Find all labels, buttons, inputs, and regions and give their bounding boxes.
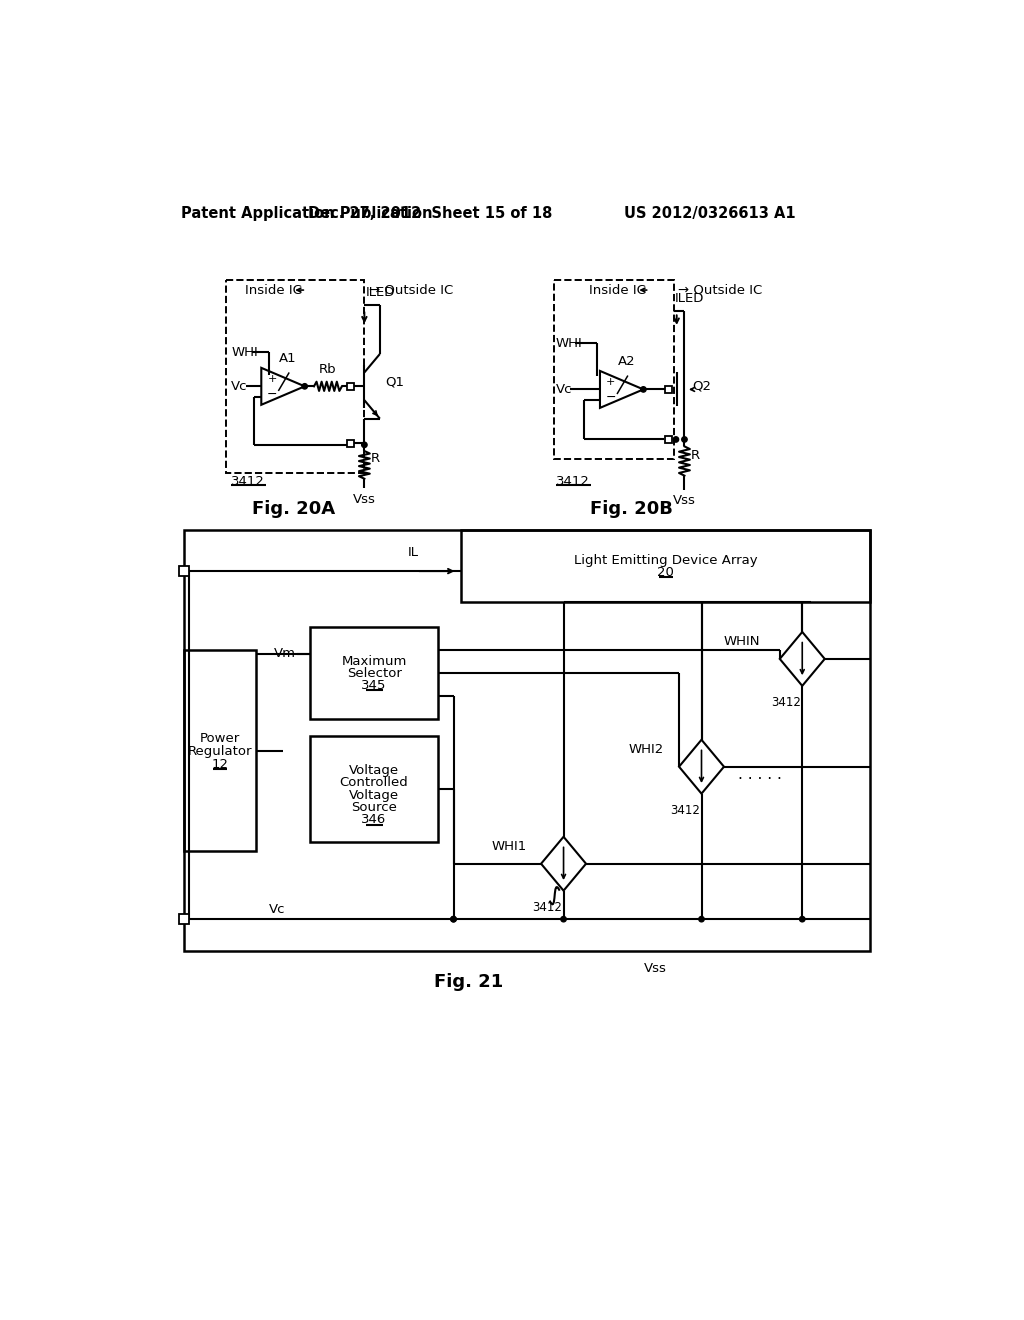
Bar <box>179 566 188 576</box>
Text: US 2012/0326613 A1: US 2012/0326613 A1 <box>624 206 796 222</box>
Text: 346: 346 <box>361 813 387 826</box>
Text: . . . . .: . . . . . <box>737 767 781 781</box>
Circle shape <box>800 916 805 921</box>
Text: A1: A1 <box>279 351 297 364</box>
Text: 3412: 3412 <box>670 804 700 817</box>
Text: Vss: Vss <box>673 494 696 507</box>
Text: 20: 20 <box>657 566 674 579</box>
Text: Inside IC: Inside IC <box>589 284 646 297</box>
Text: Light Emitting Device Array: Light Emitting Device Array <box>574 554 758 566</box>
Bar <box>554 280 675 459</box>
Text: −: − <box>605 391 616 404</box>
Text: Dec. 27, 2012  Sheet 15 of 18: Dec. 27, 2012 Sheet 15 of 18 <box>308 206 552 222</box>
Bar <box>461 529 870 602</box>
Text: IL: IL <box>408 545 419 558</box>
Text: WHI2: WHI2 <box>629 743 665 756</box>
Circle shape <box>302 384 307 389</box>
Text: ILED: ILED <box>675 292 703 305</box>
Text: Fig. 20B: Fig. 20B <box>590 500 673 517</box>
Text: Patent Application Publication: Patent Application Publication <box>180 206 432 222</box>
Bar <box>665 436 672 444</box>
Text: Controlled: Controlled <box>340 776 409 789</box>
Text: Vc: Vc <box>269 903 286 916</box>
Circle shape <box>451 916 457 921</box>
Text: 12: 12 <box>211 758 228 771</box>
Circle shape <box>361 442 367 447</box>
Circle shape <box>561 916 566 921</box>
Text: Voltage: Voltage <box>349 764 399 777</box>
Text: Regulator: Regulator <box>187 744 252 758</box>
Circle shape <box>641 387 646 392</box>
Bar <box>179 915 188 924</box>
Text: +: + <box>267 374 276 384</box>
Text: Vc: Vc <box>231 380 248 393</box>
Circle shape <box>451 916 457 921</box>
Bar <box>183 529 870 952</box>
Circle shape <box>673 437 679 442</box>
Text: 3412: 3412 <box>771 696 801 709</box>
Text: Fig. 21: Fig. 21 <box>434 973 504 991</box>
Text: WHI1: WHI1 <box>492 841 526 853</box>
Bar <box>310 737 438 842</box>
Text: Maximum: Maximum <box>341 656 407 668</box>
Text: Q1: Q1 <box>385 376 404 389</box>
Bar <box>310 627 438 719</box>
Text: +: + <box>606 376 615 387</box>
Text: Vss: Vss <box>643 962 667 975</box>
Text: Vss: Vss <box>353 492 376 506</box>
Text: WHIN: WHIN <box>723 635 760 648</box>
Text: Source: Source <box>351 801 397 814</box>
Text: Selector: Selector <box>347 667 401 680</box>
Text: → Outside IC: → Outside IC <box>369 284 454 297</box>
Bar <box>347 440 354 446</box>
Text: R: R <box>690 449 699 462</box>
Text: Q2: Q2 <box>692 379 712 392</box>
Text: Voltage: Voltage <box>349 788 399 801</box>
Bar <box>226 280 365 473</box>
Circle shape <box>698 916 705 921</box>
Circle shape <box>682 437 687 442</box>
Text: WHI: WHI <box>556 337 583 350</box>
Text: 345: 345 <box>361 680 387 693</box>
Text: A2: A2 <box>617 355 635 368</box>
Text: R: R <box>371 453 380 465</box>
Text: WHI: WHI <box>231 346 258 359</box>
Text: 3412: 3412 <box>231 475 265 488</box>
Text: ILED: ILED <box>366 285 395 298</box>
Text: 3412: 3412 <box>532 900 562 913</box>
Text: −: − <box>267 388 278 401</box>
Text: Rb: Rb <box>319 363 337 376</box>
Text: 3412: 3412 <box>556 475 590 488</box>
Text: Inside IC: Inside IC <box>245 284 302 297</box>
Text: → Outside IC: → Outside IC <box>678 284 763 297</box>
Bar <box>183 649 256 851</box>
Text: Vc: Vc <box>556 383 572 396</box>
Bar <box>347 383 354 389</box>
Text: Fig. 20A: Fig. 20A <box>252 500 335 517</box>
Text: Vm: Vm <box>273 647 296 660</box>
Text: Power: Power <box>200 733 240 746</box>
Bar <box>665 385 672 393</box>
